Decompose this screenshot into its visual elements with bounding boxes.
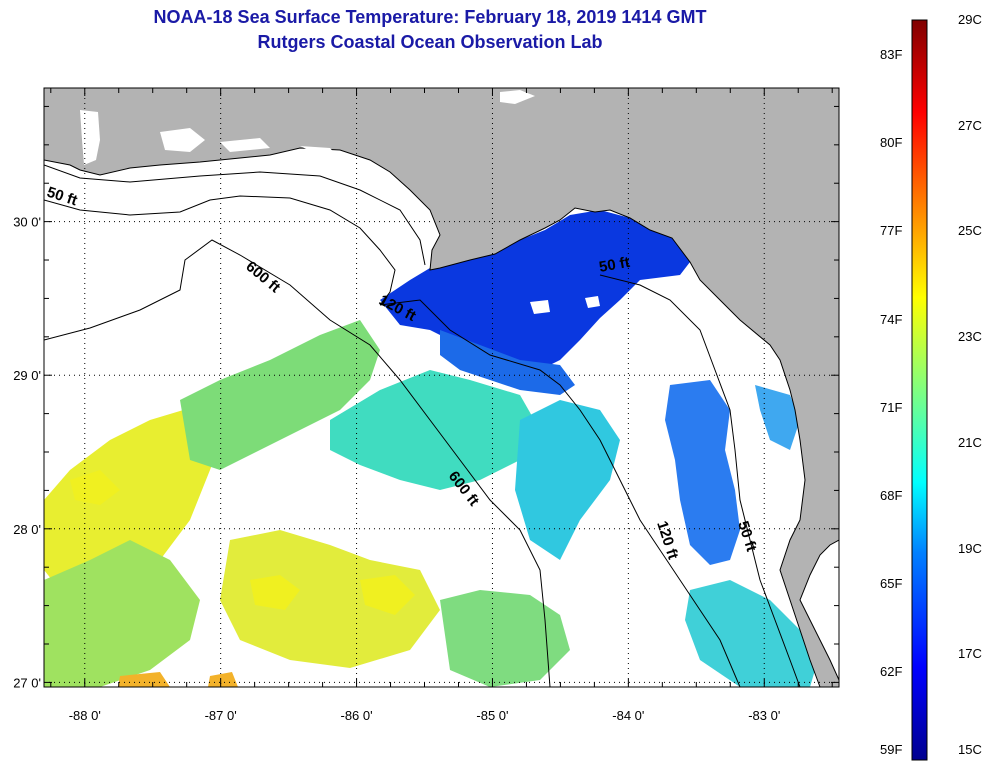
- colorbar-fahrenheit-label: 83F: [880, 47, 903, 63]
- colorbar-celsius-label: 25C: [958, 223, 982, 239]
- chart-subtitle: Rutgers Coastal Ocean Observation Lab: [257, 32, 603, 52]
- lon-tick-label: -84 0': [612, 708, 644, 723]
- colorbar-celsius-label: 19C: [958, 540, 982, 556]
- colorbar-celsius-label: 27C: [958, 117, 982, 133]
- colorbar: [911, 19, 928, 761]
- colorbar-celsius-label: 21C: [958, 434, 982, 450]
- colorbar-celsius-label: 29C: [958, 12, 982, 27]
- lat-tick-label: 29 0': [13, 368, 41, 383]
- choctawhatchee-bay: [220, 138, 270, 152]
- contour-120ft-west: [44, 195, 396, 306]
- colorbar-fahrenheit-label: 77F: [880, 223, 903, 239]
- sst-patch-western-green: [44, 540, 200, 687]
- lon-tick-label: -86 0': [341, 708, 373, 723]
- sst-patch-shelf-cyan: [515, 400, 620, 560]
- sst-patch-western-yellow: [44, 405, 225, 600]
- lat-tick-label: 28 0': [13, 522, 41, 537]
- sst-patch-central-cyan: [330, 370, 540, 490]
- sst-patch-south-green: [440, 590, 570, 687]
- st-andrews-bay: [300, 146, 345, 165]
- colorbar-fahrenheit-label: 62F: [880, 663, 903, 679]
- contour-label: 50 ft: [598, 254, 631, 276]
- sst-field: [44, 210, 815, 687]
- sst-patch-apalachee-blue: [380, 210, 690, 370]
- colorbar-celsius-label: 23C: [958, 329, 982, 345]
- colorbar-fahrenheit-label: 65F: [880, 575, 903, 591]
- colorbar-celsius-label: 17C: [958, 646, 982, 662]
- lon-tick-label: -87 0': [205, 708, 237, 723]
- chart-title: NOAA-18 Sea Surface Temperature: Februar…: [153, 7, 707, 27]
- contour-50ft-east: [599, 274, 801, 687]
- sst-patch-cedar-key-blue: [665, 380, 740, 565]
- lon-tick-label: -83 0': [748, 708, 780, 723]
- colorbar-fahrenheit-label: 71F: [880, 399, 903, 415]
- lon-tick-label: -85 0': [476, 708, 508, 723]
- contour-600ft-west: [44, 239, 551, 687]
- inland-lake: [500, 90, 535, 104]
- lat-tick-label: 30 0': [13, 215, 41, 230]
- sst-patch-apalachee-fringe: [440, 330, 575, 395]
- sst-patch-cedar-key-lightblue: [755, 385, 800, 450]
- sst-patch-orange-spots: [118, 672, 238, 687]
- land-mass: [44, 88, 839, 687]
- colorbar-fahrenheit-label: 74F: [880, 311, 903, 327]
- bathymetry-contours: [44, 164, 801, 687]
- colorbar-fahrenheit-label: 80F: [880, 135, 903, 151]
- lon-tick-label: -88 0': [69, 708, 101, 723]
- colorbar-fahrenheit-label: 59F: [880, 742, 903, 757]
- map-frame: [43, 87, 840, 688]
- contour-120ft-east: [379, 299, 741, 687]
- colorbar-fahrenheit-label: 68F: [880, 487, 903, 503]
- pensacola-bay: [160, 128, 205, 152]
- colorbar-celsius-label: 15C: [958, 742, 982, 757]
- sst-patch-central-green: [180, 320, 380, 470]
- sst-patch-yellow-spots: [70, 470, 415, 615]
- lat-tick-label: 27 0': [13, 675, 41, 690]
- contour-50ft-west: [44, 164, 426, 266]
- sst-patch-southeast-cyan: [685, 580, 815, 687]
- sst-patch-southwest-yellow: [220, 530, 440, 668]
- axis-labels: -88 0' -87 0' -86 0' -85 0' -84 0' -83 0' 27 0…: [13, 215, 780, 723]
- graticule: [44, 88, 839, 687]
